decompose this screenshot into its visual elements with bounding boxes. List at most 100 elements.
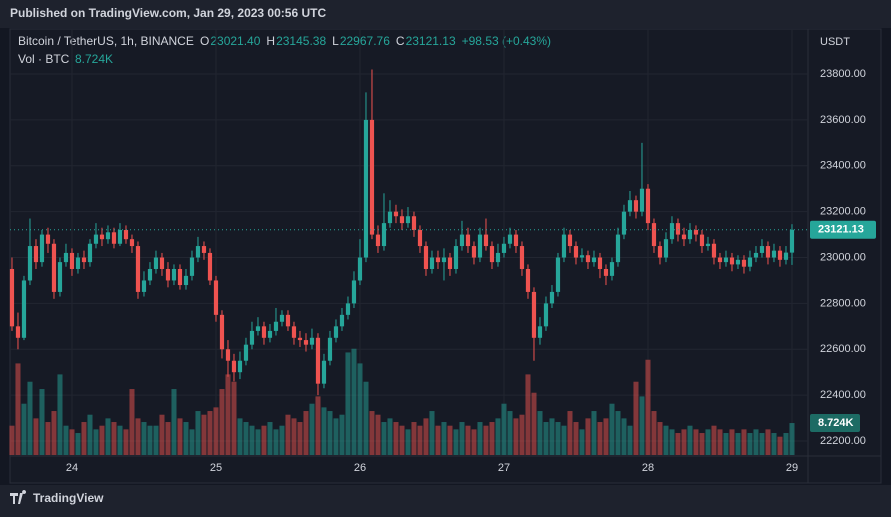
volume-bar: [507, 411, 513, 455]
candle-body: [111, 232, 117, 244]
volume-bar: [723, 433, 729, 455]
candle-body: [9, 268, 15, 327]
candle-body: [423, 246, 429, 269]
candle-body: [705, 243, 711, 247]
candle-body: [585, 255, 591, 263]
candle-body: [99, 234, 105, 240]
volume-bar: [777, 436, 783, 455]
candle-body: [363, 119, 369, 258]
candle-body: [375, 234, 381, 247]
candle-body: [531, 291, 537, 338]
candle-body: [81, 257, 87, 263]
volume-bar: [279, 425, 285, 455]
volume-bar: [195, 411, 201, 455]
y-tick-label: 23000.00: [820, 251, 866, 263]
volume-bar: [405, 429, 411, 455]
volume-bar: [399, 425, 405, 455]
candle-body: [405, 216, 411, 224]
volume-bar: [381, 422, 387, 455]
volume-bar: [669, 429, 675, 455]
candle-body: [129, 239, 135, 247]
candle-body: [309, 337, 315, 345]
volume-bar: [93, 429, 99, 455]
candle-body: [21, 280, 27, 338]
volume-bar: [663, 425, 669, 455]
volume-bar: [117, 425, 123, 455]
candle-body: [543, 303, 549, 327]
candle-body: [15, 326, 21, 338]
volume-bar: [615, 411, 621, 455]
y-tick-label: 22800.00: [820, 297, 866, 309]
candle-body: [315, 337, 321, 384]
volume-bar: [291, 418, 297, 455]
candle-body: [333, 326, 339, 338]
candle-body: [195, 246, 201, 258]
candle-body: [615, 234, 621, 263]
candle-body: [369, 119, 375, 235]
volume-bar: [375, 414, 381, 455]
volume-bar: [369, 411, 375, 455]
candle-body: [555, 257, 561, 292]
volume-label: 8.724K: [818, 417, 854, 429]
candle-body: [507, 234, 513, 244]
candle-body: [789, 229, 795, 253]
candle-body: [147, 268, 153, 281]
candle-body: [675, 223, 681, 235]
volume-bar: [657, 422, 663, 455]
legend-key: H: [266, 34, 275, 48]
candle-body: [105, 232, 111, 240]
candle-body: [519, 246, 525, 269]
volume-bar: [87, 414, 93, 455]
candle-body: [777, 250, 783, 260]
candle-body: [477, 234, 483, 258]
volume-bar: [741, 429, 747, 455]
volume-bar: [21, 403, 27, 455]
symbol: Bitcoin / TetherUS, 1h, BINANCE: [18, 34, 194, 48]
volume-bar: [327, 411, 333, 455]
candle-body: [285, 314, 291, 327]
candle-body: [759, 246, 765, 253]
candle-body: [243, 344, 249, 361]
volume-bar: [501, 403, 507, 455]
legend-change: +98.53 (+0.43%): [462, 34, 551, 48]
volume-bar: [765, 429, 771, 455]
volume-bar: [183, 422, 189, 455]
candle-body: [189, 257, 195, 276]
candle-body: [711, 243, 717, 258]
volume-bar: [423, 418, 429, 455]
volume-bar: [573, 422, 579, 455]
top-bar: [0, 0, 891, 28]
candle-body: [267, 330, 273, 338]
volume-bar: [429, 411, 435, 455]
volume-bar: [495, 418, 501, 455]
candle-body: [735, 259, 741, 265]
volume-bar: [519, 414, 525, 455]
volume-bar: [219, 389, 225, 455]
volume-bar: [243, 422, 249, 455]
x-tick-label: 25: [210, 462, 222, 474]
candle-body: [573, 246, 579, 258]
candle-body: [237, 360, 243, 373]
volume-bar: [537, 411, 543, 455]
volume-bar: [273, 429, 279, 455]
candle-body: [213, 280, 219, 315]
volume-bar: [465, 425, 471, 455]
candle-body: [399, 216, 405, 224]
volume-bar: [729, 429, 735, 455]
candle-body: [495, 252, 501, 263]
candle-body: [207, 252, 213, 281]
volume-bar: [735, 433, 741, 455]
legend-value: 23145.38: [276, 34, 326, 48]
candle-body: [489, 246, 495, 263]
volume-bar: [345, 352, 351, 455]
candle-body: [687, 230, 693, 240]
candle-body: [381, 223, 387, 247]
candle-body: [525, 268, 531, 292]
volume-bar: [213, 407, 219, 455]
volume-bar: [435, 425, 441, 455]
candle-body: [681, 234, 687, 240]
candle-body: [693, 230, 699, 235]
legend-key: O: [200, 34, 209, 48]
candle-body: [471, 246, 477, 258]
volume-bar: [453, 429, 459, 455]
